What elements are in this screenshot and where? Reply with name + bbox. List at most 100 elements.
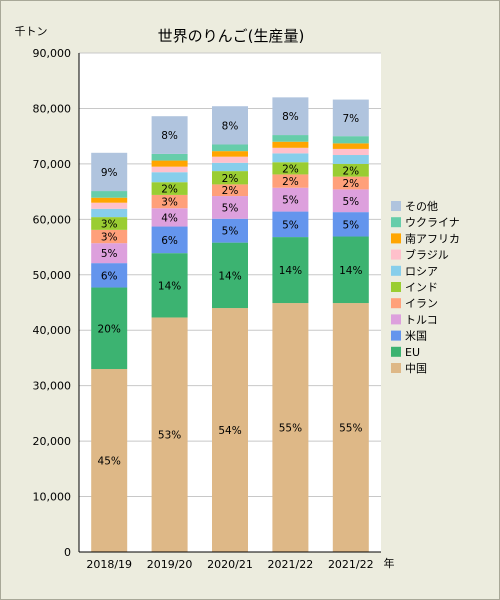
bar-segment: [332, 163, 369, 177]
segment-value-label: 2%: [222, 173, 239, 185]
segment-value-label: 2%: [282, 176, 299, 188]
segment-value-label: 2%: [222, 185, 239, 197]
segment-value-label: 5%: [101, 248, 118, 260]
segment-value-label: 3%: [101, 232, 118, 244]
y-tick-label: 60,000: [33, 213, 72, 226]
bar-segment: [272, 211, 309, 238]
bar-segment: [212, 151, 248, 157]
bar-segment: [272, 141, 309, 148]
bar-segment: [332, 189, 369, 213]
chart-title: 世界のりんご(生産量): [158, 27, 305, 45]
bar-segment: [151, 317, 188, 552]
legend-label: イラン: [405, 297, 438, 310]
bar-segment: [332, 212, 369, 237]
bar-segment: [91, 152, 128, 192]
bar-segment: [332, 148, 369, 156]
legend-label: その他: [405, 200, 438, 213]
segment-value-label: 54%: [218, 425, 241, 437]
legend-swatch: [391, 314, 401, 325]
bar-segment: [212, 171, 248, 185]
bar-segment: [151, 172, 188, 183]
x-tick-label: 2021/22: [268, 558, 314, 571]
segment-value-label: 14%: [339, 265, 362, 277]
bar-segment: [332, 99, 369, 137]
bar-segment: [212, 242, 248, 309]
segment-value-label: 3%: [101, 218, 118, 230]
bar-segment: [212, 156, 248, 163]
segment-value-label: 5%: [222, 202, 239, 214]
bar-segment: [151, 153, 188, 161]
x-tick-label: 2019/20: [147, 558, 193, 571]
legend-swatch: [391, 233, 401, 244]
bar-segment: [151, 226, 188, 254]
bar-segment: [272, 147, 309, 154]
legend-label: トルコ: [405, 313, 438, 326]
bar-segment: [332, 136, 369, 144]
segment-value-label: 2%: [342, 178, 359, 190]
bar-segment: [151, 253, 188, 318]
y-tick-label: 0: [64, 546, 71, 559]
legend-swatch: [391, 298, 401, 309]
legend-label: ウクライナ: [405, 216, 460, 229]
legend-label: 中国: [405, 362, 427, 375]
bar-segment: [212, 184, 248, 197]
legend-label: インド: [405, 281, 438, 294]
bar-segment: [272, 135, 309, 142]
bar-segment: [91, 197, 128, 203]
y-axis-unit-label: 千トン: [15, 25, 48, 38]
bar-segment: [151, 194, 188, 209]
segment-value-label: 4%: [161, 212, 178, 224]
bar-segment: [272, 97, 309, 136]
bar-segment: [332, 143, 369, 149]
segment-value-label: 6%: [161, 235, 178, 247]
segment-value-label: 14%: [218, 270, 241, 282]
bar-segment: [332, 176, 369, 190]
x-axis-unit-label: 年: [384, 556, 395, 570]
legend-swatch: [391, 363, 401, 373]
segment-value-label: 5%: [282, 219, 299, 231]
segment-value-label: 55%: [279, 423, 302, 435]
bar-segment: [91, 229, 128, 244]
segment-value-label: 8%: [282, 111, 299, 123]
bar-segment: [212, 196, 248, 219]
segment-value-label: 2%: [342, 165, 359, 177]
y-tick-label: 40,000: [33, 324, 72, 337]
bar-segment: [272, 303, 309, 552]
bar-segment: [272, 174, 309, 188]
bar-segment: [212, 308, 248, 552]
y-tick-label: 90,000: [33, 47, 72, 60]
bar-segment: [332, 155, 369, 164]
bar-segment: [91, 202, 128, 209]
bar-segment: [272, 237, 309, 304]
segment-value-label: 45%: [98, 456, 121, 468]
segment-value-label: 6%: [101, 270, 118, 282]
bar-segment: [212, 106, 248, 145]
segment-value-label: 55%: [339, 423, 362, 435]
segment-value-label: 8%: [161, 130, 178, 142]
bar-segment: [151, 182, 188, 195]
segment-value-label: 9%: [101, 167, 118, 179]
segment-value-label: 8%: [222, 120, 239, 132]
segment-value-label: 5%: [282, 195, 299, 207]
segment-value-label: 20%: [98, 323, 121, 335]
y-tick-label: 30,000: [33, 380, 72, 393]
bar-segment: [91, 369, 128, 552]
bar-segment: [212, 218, 248, 243]
x-tick-label: 2020/21: [207, 558, 253, 571]
bar-segment: [332, 236, 369, 304]
bar-segment: [91, 287, 128, 370]
bar-segment: [91, 191, 128, 198]
legend-swatch: [391, 346, 401, 357]
legend-swatch: [391, 265, 401, 276]
legend-swatch: [391, 217, 401, 228]
bar-segment: [91, 217, 128, 230]
y-tick-label: 10,000: [33, 491, 72, 504]
bar-segment: [212, 162, 248, 172]
bar-segment: [151, 166, 188, 173]
bar-segment: [272, 153, 309, 163]
segment-value-label: 53%: [158, 430, 181, 442]
segment-value-label: 7%: [342, 113, 359, 125]
